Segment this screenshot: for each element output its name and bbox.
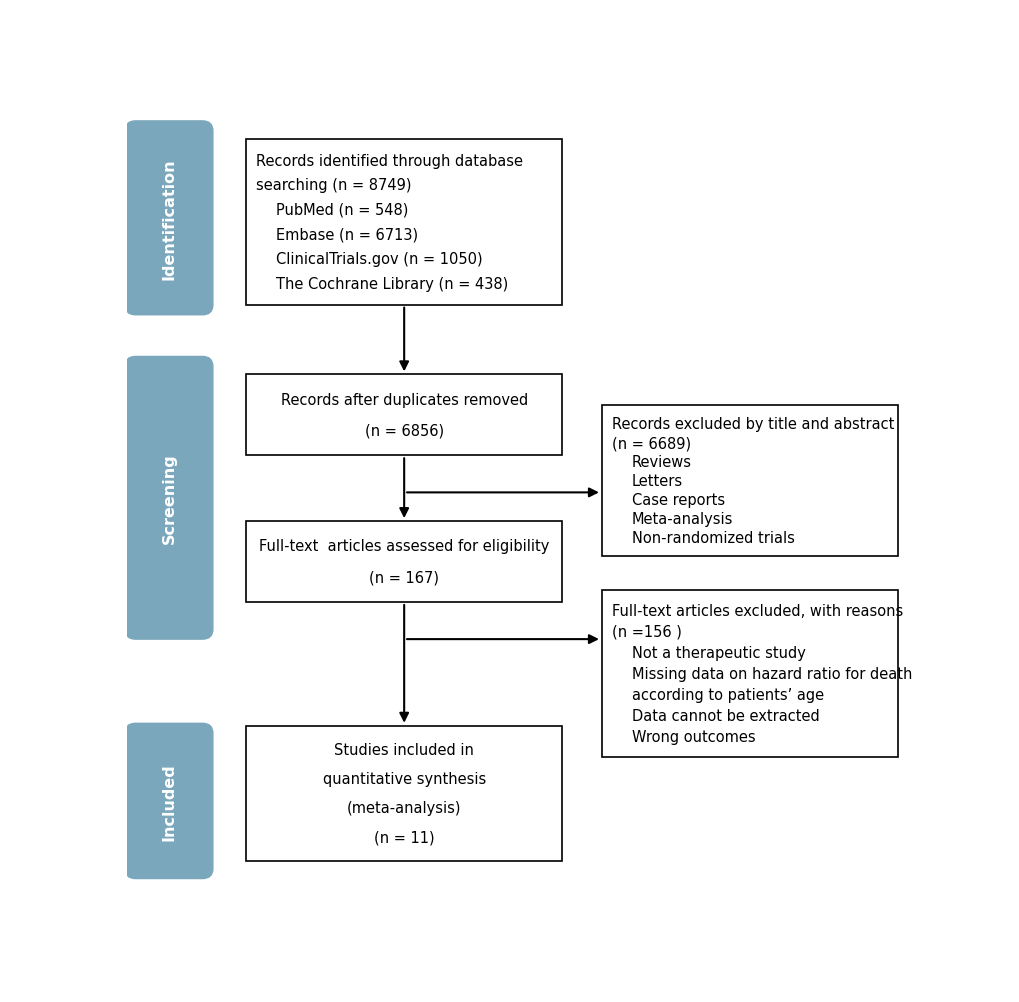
FancyBboxPatch shape	[125, 122, 213, 316]
Text: Reviews: Reviews	[631, 455, 691, 470]
Text: Studies included in: Studies included in	[334, 742, 474, 758]
Text: Not a therapeutic study: Not a therapeutic study	[631, 645, 805, 660]
Text: ClinicalTrials.gov (n = 1050): ClinicalTrials.gov (n = 1050)	[276, 252, 482, 267]
Bar	[246, 139, 561, 306]
Text: (n = 6689): (n = 6689)	[611, 436, 691, 451]
Bar	[246, 375, 561, 456]
Text: PubMed (n = 548): PubMed (n = 548)	[276, 202, 408, 217]
Text: (n = 167): (n = 167)	[369, 570, 439, 585]
Text: (n =156 ): (n =156 )	[611, 624, 682, 639]
FancyBboxPatch shape	[125, 723, 213, 879]
Text: Identification: Identification	[161, 158, 176, 280]
Text: Letters: Letters	[631, 473, 683, 488]
Text: quantitative synthesis: quantitative synthesis	[322, 772, 485, 787]
Text: Included: Included	[161, 763, 176, 840]
Text: Records after duplicates removed: Records after duplicates removed	[280, 392, 527, 407]
Text: according to patients’ age: according to patients’ age	[631, 687, 823, 702]
FancyBboxPatch shape	[125, 357, 213, 639]
Text: (n = 11): (n = 11)	[374, 830, 434, 845]
Text: Records identified through database: Records identified through database	[256, 153, 523, 168]
Text: Non-randomized trials: Non-randomized trials	[631, 530, 794, 545]
Bar	[246, 521, 561, 602]
Text: Case reports: Case reports	[631, 492, 725, 507]
Text: Embase (n = 6713): Embase (n = 6713)	[276, 227, 418, 242]
Text: Data cannot be extracted: Data cannot be extracted	[631, 708, 819, 723]
Text: Wrong outcomes: Wrong outcomes	[631, 729, 755, 744]
Text: Full-text  articles assessed for eligibility: Full-text articles assessed for eligibil…	[259, 539, 549, 554]
Text: Meta-analysis: Meta-analysis	[631, 511, 733, 526]
Text: The Cochrane Library (n = 438): The Cochrane Library (n = 438)	[276, 277, 507, 292]
Text: Full-text articles excluded, with reasons: Full-text articles excluded, with reason…	[611, 603, 903, 618]
Bar	[601, 406, 898, 556]
Bar	[601, 591, 898, 757]
Text: searching (n = 8749): searching (n = 8749)	[256, 178, 412, 193]
Text: (n = 6856): (n = 6856)	[364, 424, 443, 439]
Text: Missing data on hazard ratio for death: Missing data on hazard ratio for death	[631, 666, 911, 681]
Text: Records excluded by title and abstract: Records excluded by title and abstract	[611, 417, 894, 432]
Bar	[246, 725, 561, 861]
Text: (meta-analysis): (meta-analysis)	[346, 801, 461, 816]
Text: Screening: Screening	[161, 453, 176, 544]
